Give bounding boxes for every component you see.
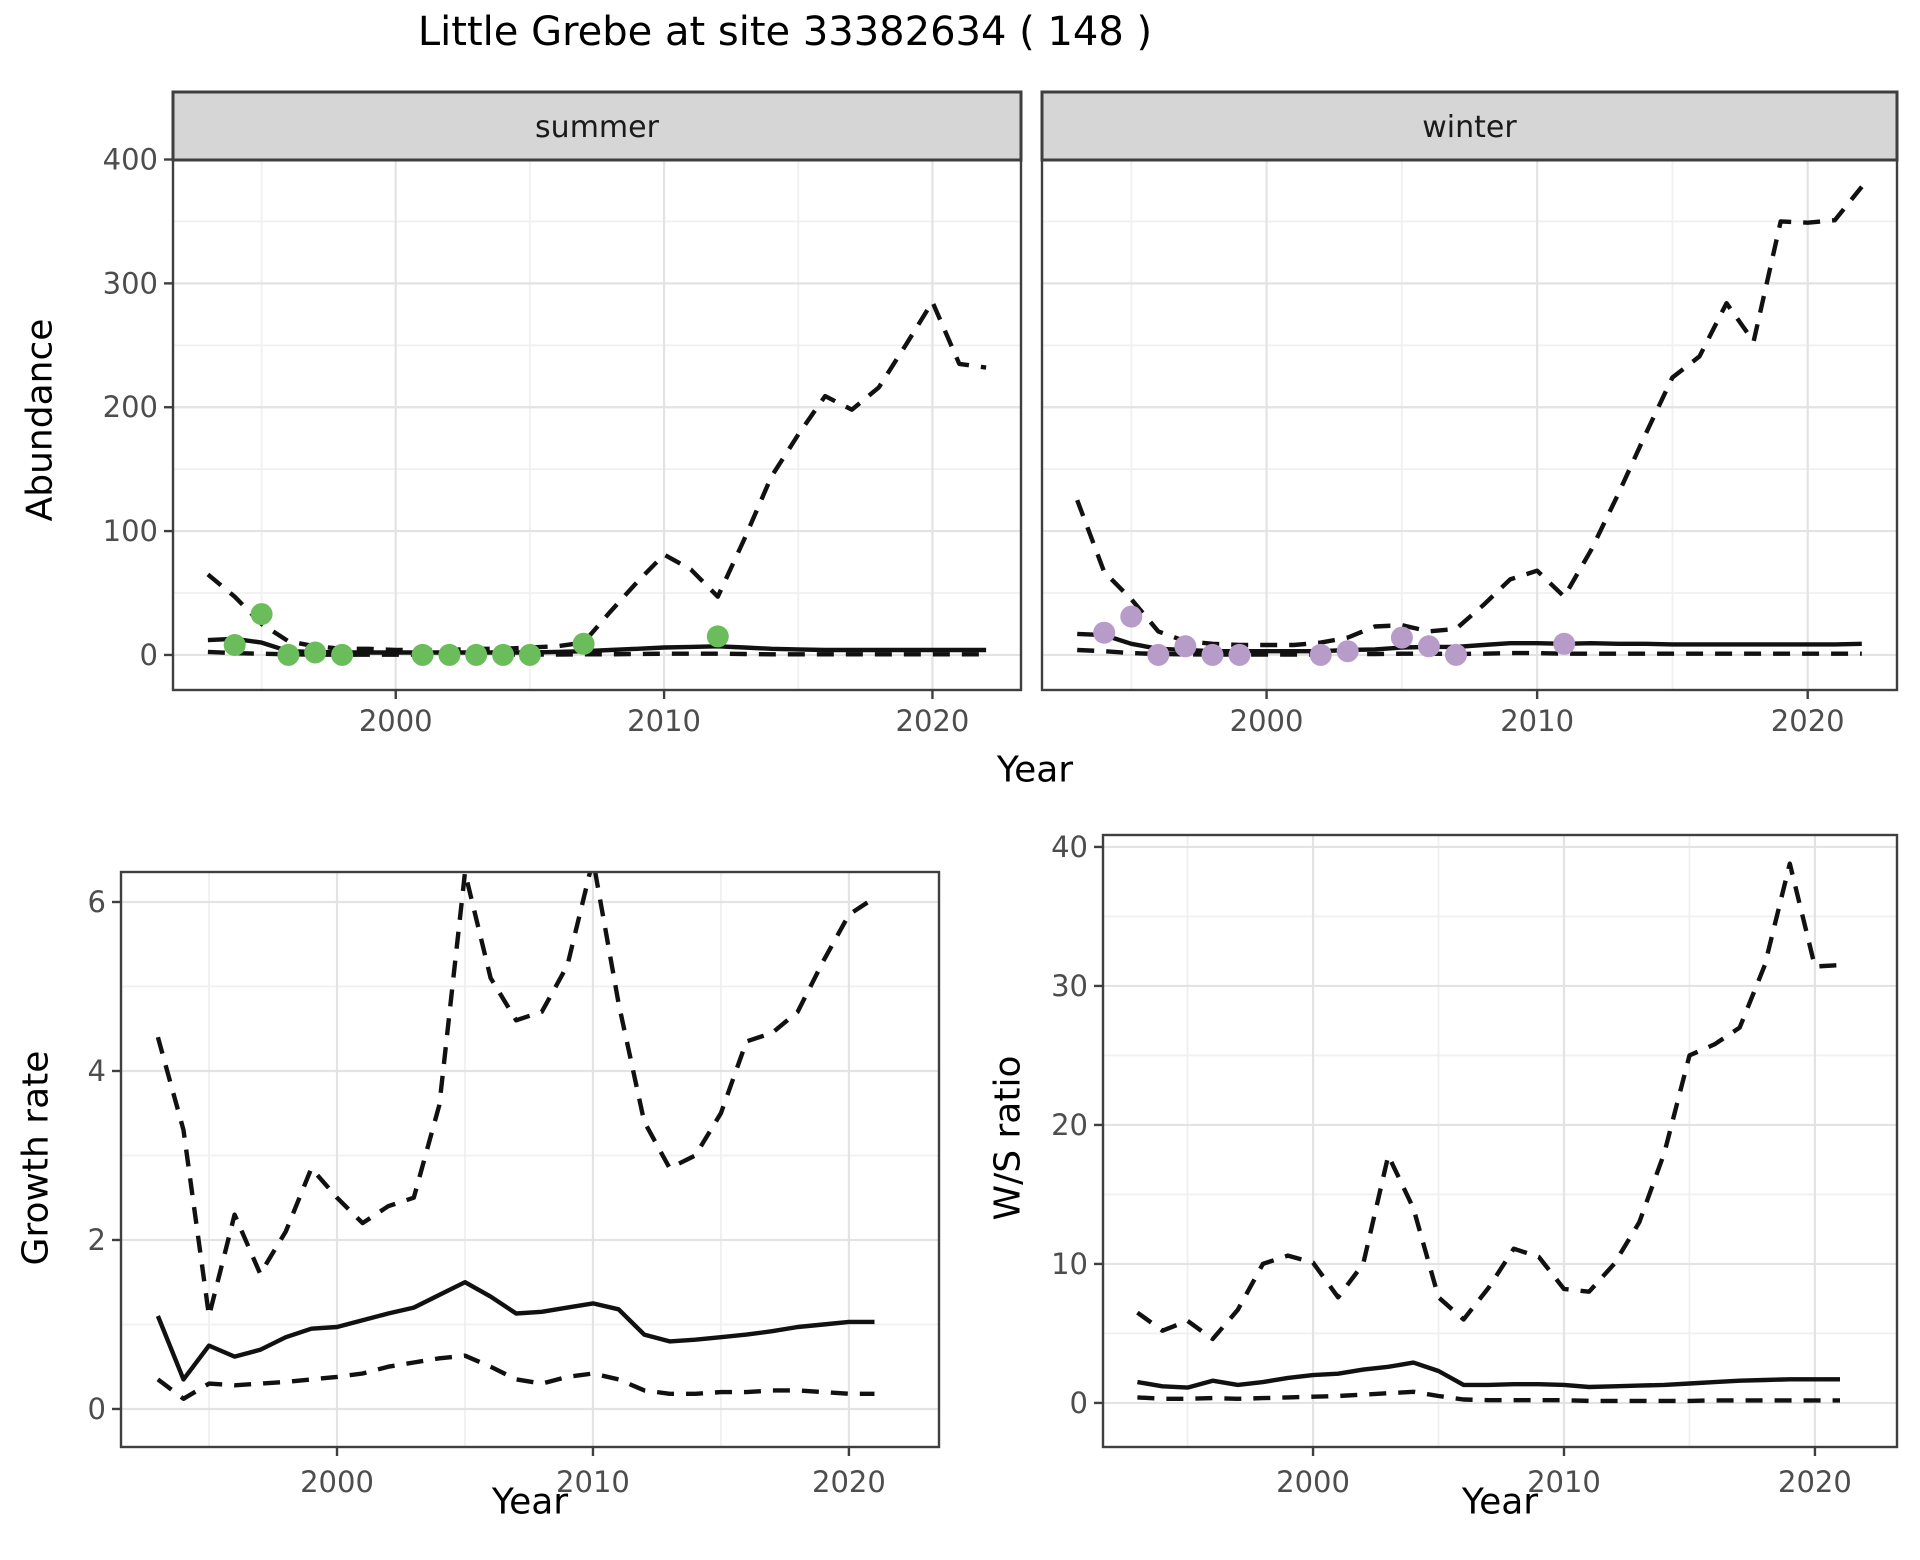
data-point <box>518 643 541 666</box>
y-tick-label: 400 <box>103 143 158 177</box>
data-point <box>1093 621 1116 644</box>
x-tick-label: 2010 <box>627 704 701 738</box>
x-tick-label: 2010 <box>556 1465 630 1499</box>
data-point <box>1201 643 1224 666</box>
facet-strip-summer: summer <box>171 90 1023 162</box>
x-axis-title-year-bottom-right: Year <box>1461 1481 1539 1523</box>
panel-abundance-winter: 2000 2010 2020 winter <box>1040 90 1899 738</box>
panel-ws-ratio: 2000 2010 2020 0 10 20 30 40 <box>1051 830 1899 1499</box>
panel-border <box>119 870 941 1449</box>
panel-background <box>1103 835 1897 1447</box>
data-point <box>1174 635 1197 658</box>
page-title: Little Grebe at site 33382634 ( 148 ) <box>417 9 1153 55</box>
x-tick-label: 2000 <box>1230 704 1304 738</box>
x-tick-label: 2020 <box>896 704 970 738</box>
y-tick-label: 2 <box>88 1223 106 1257</box>
y-tick-label: 0 <box>1070 1386 1088 1420</box>
panel-border <box>1101 833 1899 1449</box>
data-point <box>1309 643 1332 666</box>
axis-ticks: 2000 2010 2020 <box>1230 690 1845 738</box>
gridlines <box>1042 158 1897 690</box>
y-tick-label: 6 <box>88 885 106 919</box>
facet-strip-background <box>171 90 1023 162</box>
axis-ticks: 2000 2010 2020 0 2 4 6 <box>88 885 886 1499</box>
series-upper-ci <box>155 871 876 1319</box>
panel-abundance-summer: 2000 2010 2020 0 100 200 300 400 summer <box>103 90 1023 738</box>
x-tick-label: 2000 <box>1276 1465 1350 1499</box>
data-point <box>465 643 488 666</box>
y-tick-label: 200 <box>103 390 158 424</box>
gridlines <box>121 872 939 1447</box>
panel-background <box>121 872 939 1447</box>
panel-background <box>1042 160 1897 690</box>
x-tick-label: 2000 <box>359 704 433 738</box>
data-point <box>1553 632 1576 655</box>
x-tick-label: 2020 <box>1771 704 1845 738</box>
series-median <box>155 1280 875 1382</box>
x-tick-label: 2010 <box>1527 1465 1601 1499</box>
series-lower-ci <box>1137 1389 1840 1404</box>
facet-strip-label: summer <box>535 110 660 145</box>
panel-background <box>173 160 1021 690</box>
y-axis-title-ws-ratio: W/S ratio <box>987 1055 1029 1221</box>
y-axis-title-growth-rate: Growth rate <box>15 1050 57 1266</box>
y-axis-title-abundance: Abundance <box>19 318 61 522</box>
data-point <box>1417 635 1440 658</box>
observed-counts-summer <box>223 603 729 666</box>
series-lower-ci <box>156 1353 875 1401</box>
y-tick-label: 20 <box>1051 1108 1088 1142</box>
data-point <box>1147 643 1170 666</box>
y-tick-label: 30 <box>1051 969 1088 1003</box>
gridlines <box>1103 835 1897 1447</box>
x-tick-label: 2020 <box>812 1465 886 1499</box>
data-point <box>304 641 327 664</box>
data-point <box>223 634 246 656</box>
panel-growth-rate: 2000 2010 2020 0 2 4 6 <box>88 870 941 1499</box>
y-tick-label: 40 <box>1051 830 1088 864</box>
data-point <box>492 643 515 666</box>
series-upper-ci <box>1136 861 1841 1342</box>
observed-counts-winter <box>1093 605 1576 666</box>
y-tick-label: 0 <box>140 638 158 672</box>
x-axis-title-year-bottom-left: Year <box>491 1481 569 1523</box>
facet-strip-winter: winter <box>1040 90 1899 162</box>
data-point <box>277 643 300 666</box>
data-point <box>572 632 595 655</box>
data-point <box>1445 643 1467 666</box>
data-point <box>438 643 461 666</box>
x-tick-label: 2000 <box>300 1465 374 1499</box>
y-tick-label: 10 <box>1051 1247 1088 1281</box>
y-tick-label: 100 <box>103 514 158 548</box>
data-point <box>411 643 434 666</box>
y-tick-label: 300 <box>103 266 158 300</box>
series-median <box>1137 1360 1840 1390</box>
facet-strip-background <box>1040 90 1899 162</box>
data-point <box>1228 643 1251 666</box>
x-axis-title-year-top: Year <box>996 749 1074 791</box>
series-upper-ci <box>1075 185 1864 648</box>
data-point <box>706 625 729 648</box>
axis-ticks: 2000 2010 2020 0 100 200 300 400 <box>103 143 970 738</box>
data-point <box>1120 605 1143 628</box>
y-tick-label: 0 <box>88 1392 106 1426</box>
data-point <box>250 603 273 626</box>
data-point <box>1390 626 1413 649</box>
facet-strip-label: winter <box>1422 110 1517 145</box>
x-tick-label: 2010 <box>1500 704 1574 738</box>
y-tick-label: 4 <box>88 1054 106 1088</box>
data-point <box>1336 640 1359 663</box>
data-point <box>331 643 354 666</box>
x-tick-label: 2020 <box>1778 1465 1852 1499</box>
axis-ticks: 2000 2010 2020 0 10 20 30 40 <box>1051 830 1852 1499</box>
